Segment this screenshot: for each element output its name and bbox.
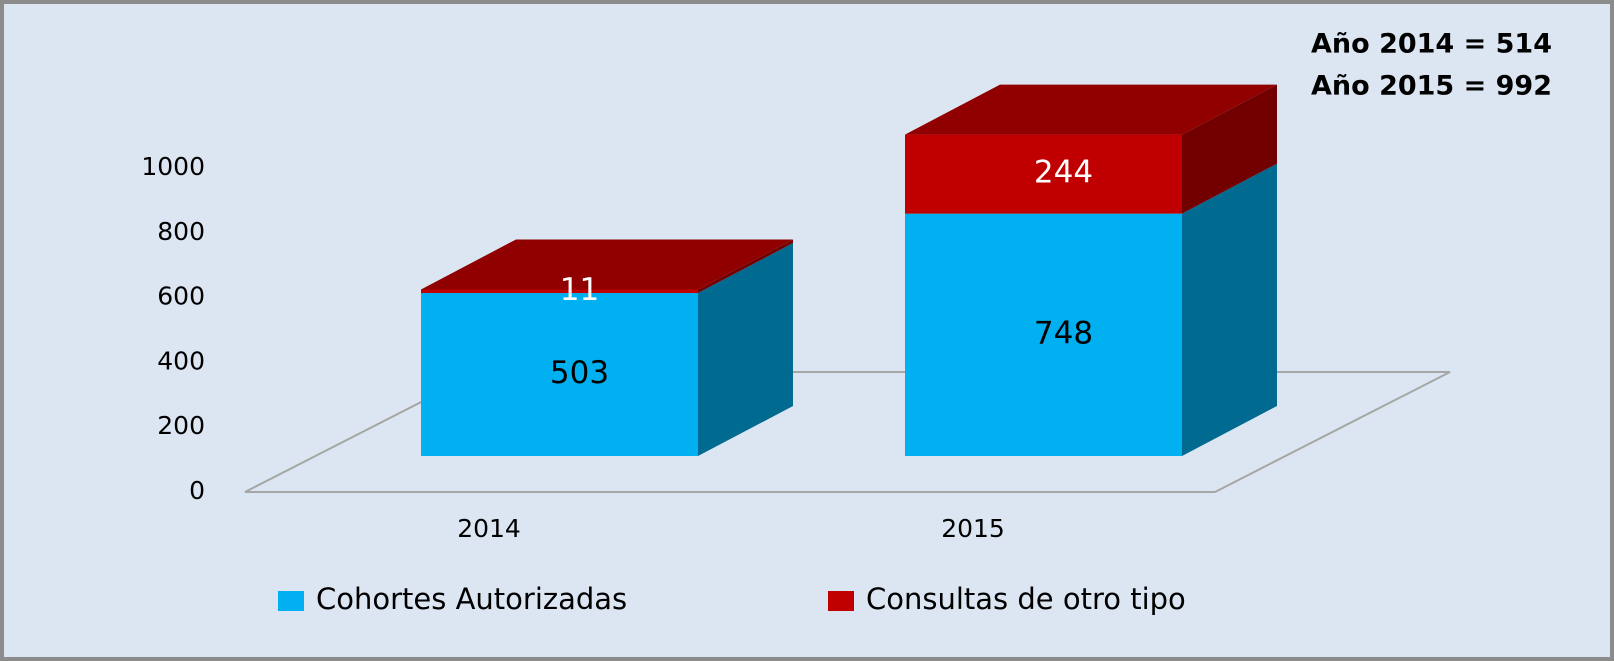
bar	[905, 134, 1182, 214]
legend-label: Consultas de otro tipo	[866, 582, 1186, 616]
bar-side	[1182, 84, 1277, 214]
data-label: 244	[1034, 155, 1093, 191]
legend-swatch	[828, 591, 854, 611]
y-tick-label: 0	[189, 476, 205, 505]
x-tick-label: 2014	[457, 514, 521, 543]
data-label: 748	[1034, 315, 1093, 351]
bar	[421, 289, 698, 294]
y-tick-label: 400	[157, 346, 205, 375]
x-tick-label: 2015	[941, 514, 1005, 543]
legend-label: Cohortes Autorizadas	[316, 582, 627, 616]
annotation: Año 2014 = 514	[1311, 29, 1552, 60]
annotation: Año 2015 = 992	[1311, 71, 1552, 102]
bar	[905, 213, 1182, 456]
bar-side	[698, 239, 793, 294]
bar-side	[1182, 163, 1277, 456]
y-tick-label: 800	[157, 217, 205, 246]
y-tick-label: 200	[157, 411, 205, 440]
legend-swatch	[278, 591, 304, 611]
floor	[244, 371, 1451, 493]
bar	[421, 293, 698, 456]
data-label: 11	[560, 272, 599, 308]
y-tick-label: 1000	[141, 152, 205, 181]
y-tick-label: 600	[157, 282, 205, 311]
bar-top	[421, 239, 793, 290]
data-label: 503	[550, 355, 609, 391]
bar-top	[905, 84, 1277, 135]
bar-side	[698, 243, 793, 456]
